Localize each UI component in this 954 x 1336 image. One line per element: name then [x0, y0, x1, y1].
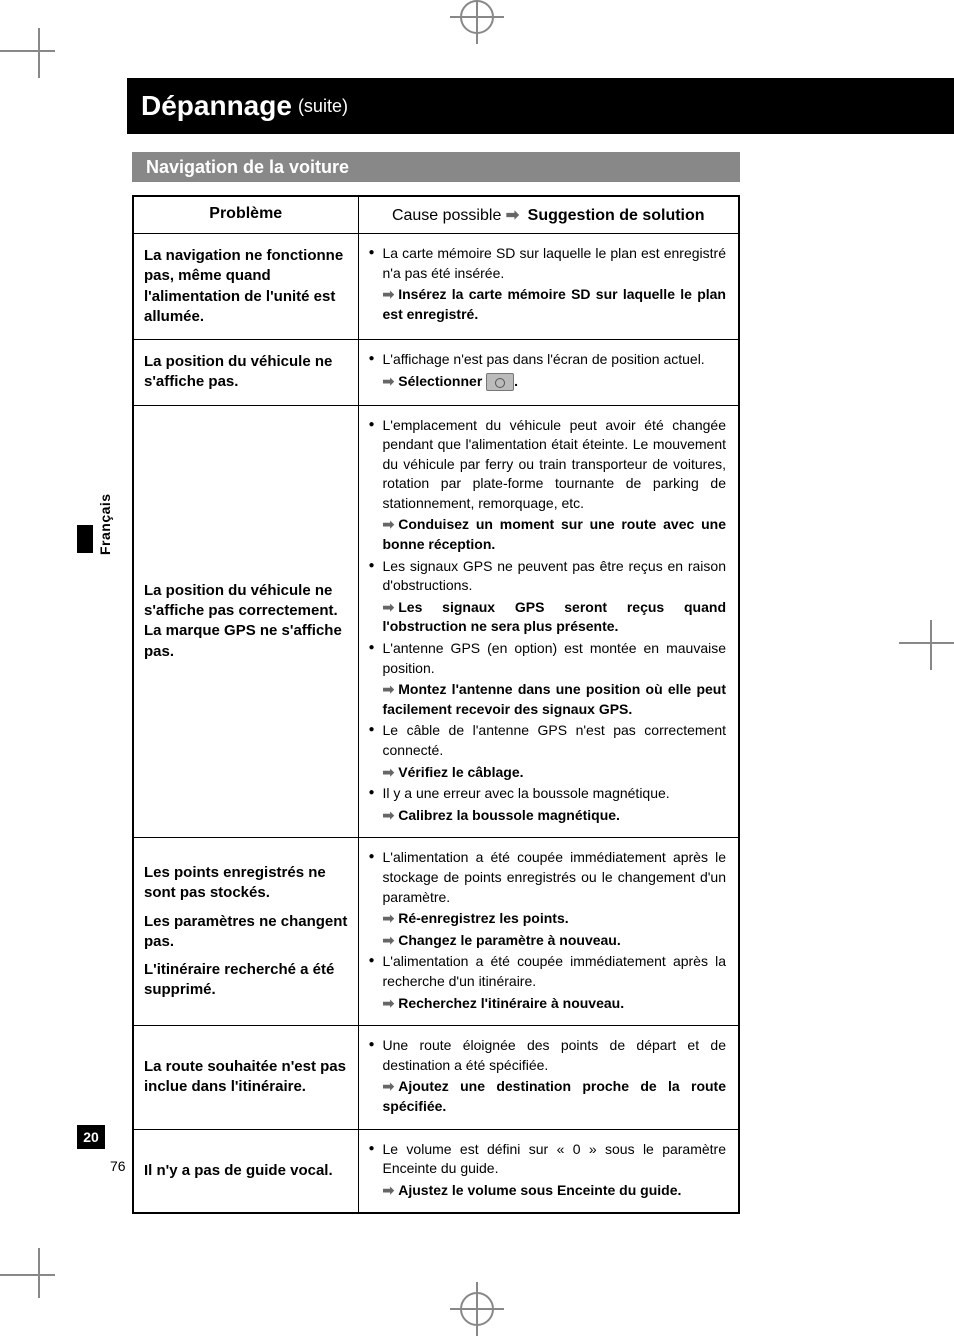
table-row: Les points enregistrés ne sont pas stock… — [133, 838, 739, 1026]
registration-mark-bottom — [460, 1292, 494, 1326]
col-header-problem: Problème — [133, 196, 358, 234]
problem-cell: La position du véhicule ne s'affiche pas… — [133, 340, 358, 406]
problem-cell: Les points enregistrés ne sont pas stock… — [133, 838, 358, 1026]
cause-cell: L'alimentation a été coupée immédiatemen… — [358, 838, 739, 1026]
cause-cell: L'affichage n'est pas dans l'écran de po… — [358, 340, 739, 406]
registration-mark-top — [460, 0, 494, 34]
cause-cell: Le volume est défini sur « 0 » sous le p… — [358, 1129, 739, 1213]
table-row: Il n'y a pas de guide vocal. Le volume e… — [133, 1129, 739, 1213]
table-row: La route souhaitée n'est pas inclue dans… — [133, 1026, 739, 1129]
col-header-cause: Cause possible ➡ Suggestion de solution — [358, 196, 739, 234]
manual-page: Dépannage (suite) Navigation de la voitu… — [0, 0, 954, 1326]
crop-mark-bottom-left — [0, 1238, 60, 1298]
section-title: Navigation de la voiture — [132, 152, 740, 182]
table-row: La position du véhicule ne s'affiche pas… — [133, 340, 739, 406]
header-suffix: (suite) — [298, 96, 348, 117]
page-number: 76 — [110, 1158, 126, 1174]
map-icon — [486, 373, 514, 391]
cause-cell: L'emplacement du véhicule peut avoir été… — [358, 405, 739, 838]
arrow-icon: ➡ — [506, 207, 519, 224]
problem-cell: La position du véhicule ne s'affiche pas… — [133, 405, 358, 838]
troubleshooting-table: Problème Cause possible ➡ Suggestion de … — [132, 195, 740, 1214]
problem-cell: La navigation ne fonctionne pas, même qu… — [133, 234, 358, 340]
table-row: La position du véhicule ne s'affiche pas… — [133, 405, 739, 838]
section-number-tab: 20 — [77, 1125, 105, 1149]
crop-mark-right — [894, 620, 954, 680]
cause-cell: La carte mémoire SD sur laquelle le plan… — [358, 234, 739, 340]
problem-cell: Il n'y a pas de guide vocal. — [133, 1129, 358, 1213]
crop-mark-top-left — [0, 28, 60, 88]
table-row: La navigation ne fonctionne pas, même qu… — [133, 234, 739, 340]
side-tab-marker — [77, 525, 93, 553]
page-header: Dépannage (suite) — [127, 78, 954, 134]
header-title: Dépannage — [141, 90, 292, 122]
problem-cell: La route souhaitée n'est pas inclue dans… — [133, 1026, 358, 1129]
language-tab: Français — [97, 493, 113, 555]
cause-cell: Une route éloignée des points de départ … — [358, 1026, 739, 1129]
